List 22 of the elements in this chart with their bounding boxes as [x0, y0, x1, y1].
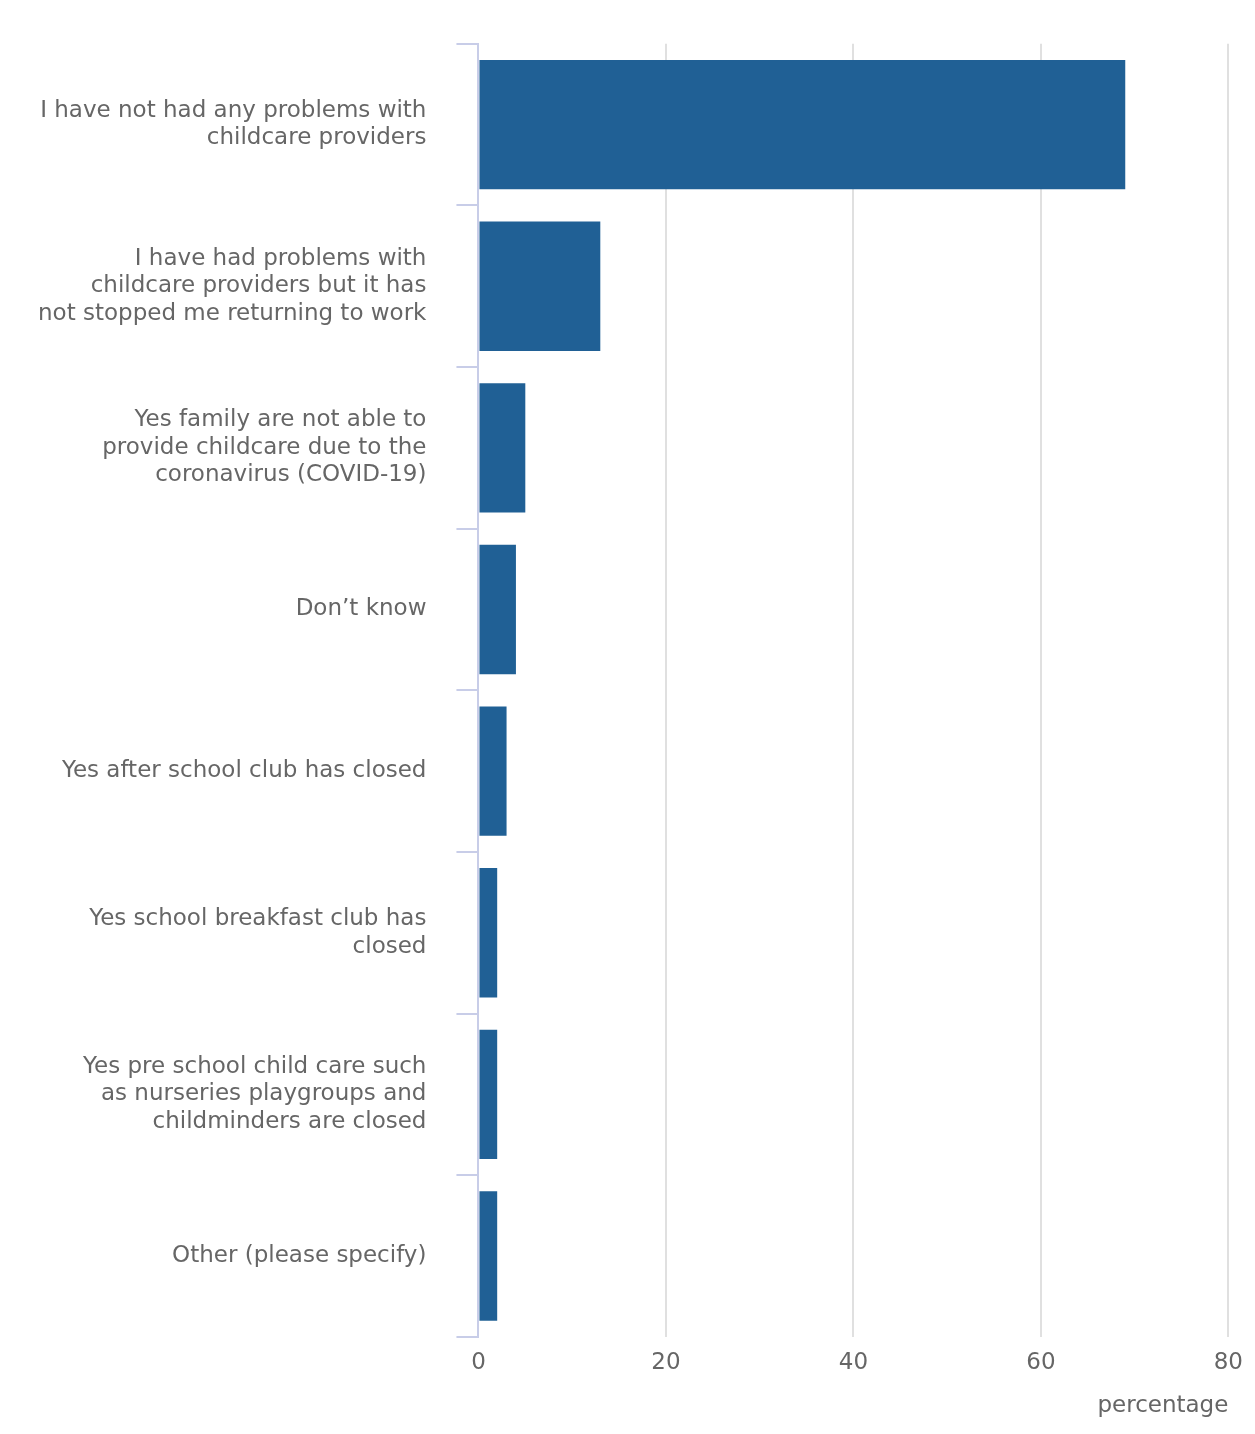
y-tick-label: I have not had any problems with childcare providers — [40, 95, 427, 150]
x-tick-label: 80 — [1213, 1347, 1244, 1374]
bar — [479, 221, 601, 351]
y-tick-label: Other (please specify) — [172, 1240, 427, 1267]
y-tick-label: Yes after school club has closed — [60, 756, 427, 783]
x-tick-label: 20 — [651, 1347, 681, 1374]
bar — [479, 868, 498, 998]
bar — [479, 706, 507, 836]
x-tick-label: 40 — [838, 1347, 869, 1374]
x-axis-title: percentage — [1097, 1391, 1229, 1418]
y-tick-label: Yes pre school child care such as nurseries playgroups and childminders are closed — [82, 1051, 427, 1133]
bar — [479, 1029, 498, 1160]
bar — [479, 59, 1126, 190]
bar — [479, 544, 516, 675]
y-tick-label: I have had problems with childcare providers but it has not stopped me returning to work — [37, 243, 428, 325]
x-tick-label: 0 — [471, 1347, 486, 1374]
bar — [479, 1191, 498, 1321]
y-tick-label: Don’t know — [295, 594, 427, 621]
y-tick-label: Yes school breakfast club has closed — [88, 903, 427, 958]
x-tick-label: 60 — [1026, 1347, 1056, 1374]
y-tick-label: Yes family are not able to provide childcare due to the coronavirus (COVID-19) — [102, 405, 427, 487]
bar — [479, 383, 526, 513]
